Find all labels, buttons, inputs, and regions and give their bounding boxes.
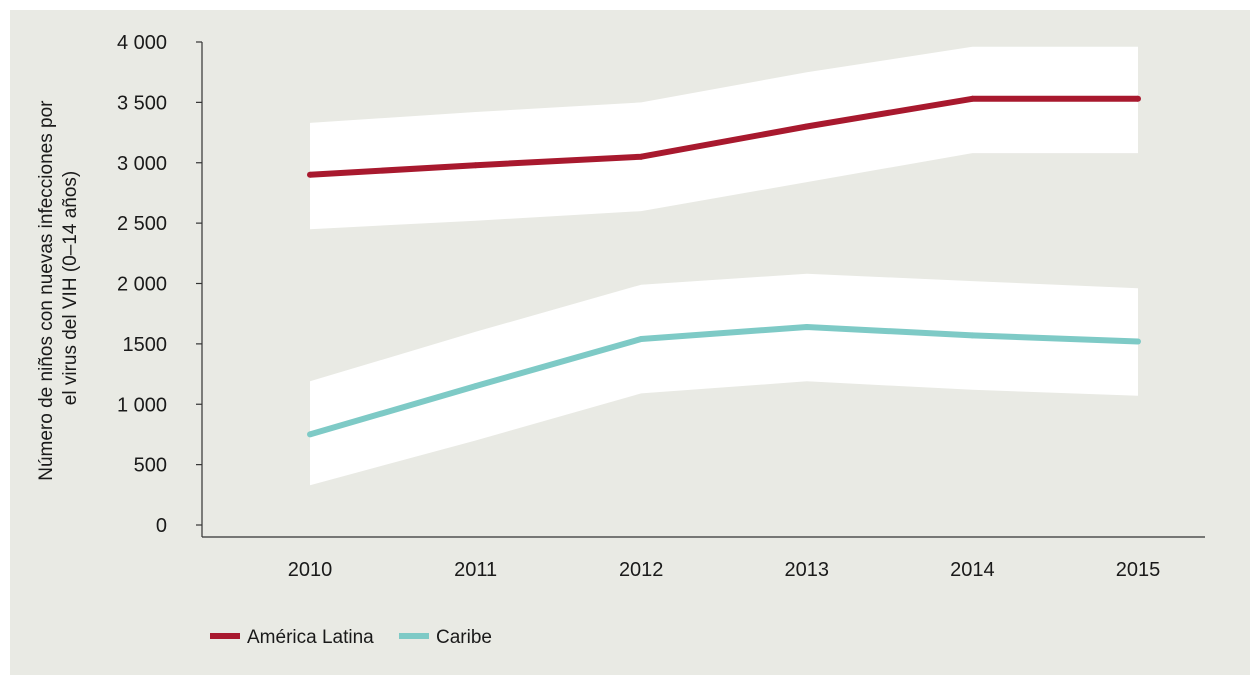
x-ticks: 2010 2011 2012 2013 2014 2015 [288, 559, 1161, 581]
y-ticks: 0 500 1 000 1500 2 000 2 500 3 000 3 500 4 000 [117, 32, 202, 537]
y-axis-title-line-1: Número de niños con nuevas infecciones p… [36, 100, 57, 481]
y-axis-title: Número de niños con nuevas infecciones p… [36, 95, 81, 481]
y-tick-label: 1500 [123, 334, 168, 356]
legend: América Latina Caribe [210, 627, 492, 648]
x-tick-label: 2015 [1116, 559, 1161, 581]
series-line-america-latina [309, 95, 1138, 178]
axes [201, 42, 1205, 538]
series-line-caribe [309, 324, 1139, 438]
data-point-caribe-2012 [638, 336, 645, 342]
x-tick-label: 2010 [288, 559, 333, 581]
legend-label-america-latina: América Latina [247, 627, 374, 648]
y-tick-label: 4 000 [117, 32, 167, 54]
confidence-band-america-latina [310, 46, 1138, 230]
data-point-caribe-2014 [969, 332, 976, 339]
y-tick-label: 0 [156, 515, 167, 537]
x-tick-label: 2014 [950, 559, 995, 581]
data-point-america-latina-2014 [969, 95, 976, 102]
legend-swatch-america-latina [210, 633, 240, 639]
y-tick-label: 2 000 [117, 274, 167, 296]
y-tick-label: 500 [134, 455, 167, 477]
confidence-bands [310, 46, 1138, 486]
data-point-caribe-2011 [472, 383, 479, 390]
x-tick-label: 2012 [619, 559, 664, 581]
y-tick-label: 2 500 [117, 213, 167, 235]
data-point-caribe-2015 [1135, 338, 1141, 345]
data-point-america-latina-2015 [1135, 95, 1141, 102]
data-point-america-latina-2012 [638, 153, 645, 160]
x-tick-label: 2013 [785, 559, 830, 581]
y-tick-label: 3 500 [117, 92, 167, 114]
data-point-america-latina-2011 [472, 162, 479, 169]
y-tick-label: 1 000 [117, 394, 167, 416]
y-axis-title-line-2: el virus del VIH (0–14 años) [60, 171, 81, 405]
legend-swatch-caribe [399, 633, 429, 639]
confidence-band-caribe [310, 273, 1138, 486]
data-point-caribe-2013 [803, 324, 810, 330]
data-point-caribe-2010 [307, 431, 313, 438]
legend-label-caribe: Caribe [436, 627, 492, 648]
data-point-america-latina-2010 [307, 171, 313, 178]
x-tick-label: 2011 [454, 559, 497, 581]
series-lines [307, 95, 1141, 438]
data-point-america-latina-2013 [803, 123, 810, 130]
y-tick-label: 3 000 [117, 153, 167, 175]
